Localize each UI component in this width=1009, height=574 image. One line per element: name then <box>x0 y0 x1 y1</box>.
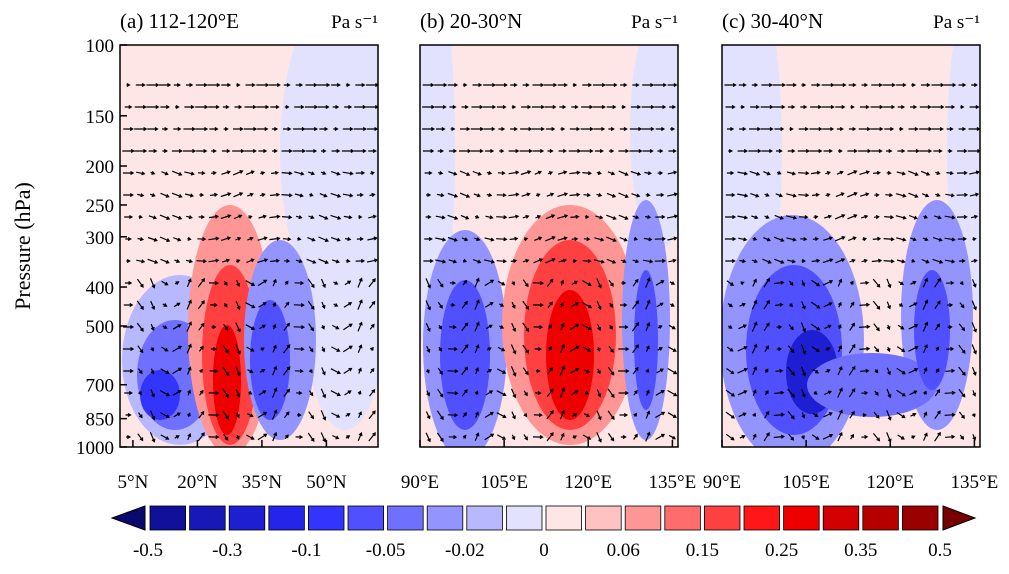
colorbar-box <box>387 505 424 531</box>
y-tick-label: 850 <box>86 410 115 431</box>
colorbar-box <box>822 505 860 531</box>
contour-blob <box>546 290 594 420</box>
x-tick-label: 20°N <box>177 472 218 493</box>
panel-frame <box>721 44 981 448</box>
y-axis-label: Pressure (hPa) <box>10 182 35 310</box>
colorbar-box <box>624 505 662 531</box>
x-tick-label: 105°E <box>480 472 528 493</box>
colorbar-box <box>783 505 820 531</box>
colorbar-box <box>149 505 186 531</box>
colorbar-box <box>545 505 582 531</box>
panel-title: (a) 112-120°E <box>120 9 239 33</box>
y-tick-label: 200 <box>86 157 115 178</box>
x-tick-label: 50°N <box>306 472 347 493</box>
contour-blob <box>140 370 180 420</box>
y-tick-label: 700 <box>86 376 115 397</box>
units-label: Pa s⁻¹ <box>331 12 378 33</box>
y-tick-label: 150 <box>86 107 115 128</box>
colorbar-box <box>466 505 503 531</box>
panel-frame <box>119 44 379 448</box>
x-tick-label: 90°E <box>401 472 439 493</box>
contour-blob <box>630 45 678 250</box>
contour-blob <box>305 210 378 430</box>
x-tick-label: 135°E <box>649 472 697 493</box>
contour-blob <box>213 325 241 435</box>
panel <box>120 45 378 447</box>
wind-vectors <box>122 82 378 443</box>
x-tick-label: 90°E <box>703 472 741 493</box>
colorbar-box <box>902 505 939 531</box>
y-tick-label: 300 <box>86 228 115 249</box>
colorbar-arrow <box>942 505 977 531</box>
colorbar-box <box>347 505 384 531</box>
contour-blob <box>634 270 658 410</box>
colorbar-box <box>307 505 345 531</box>
panel-title: (b) 20-30°N <box>420 9 522 33</box>
contour-blob <box>914 270 950 390</box>
colorbar-label: -0.3 <box>212 540 242 561</box>
panel-title: (c) 30-40°N <box>722 9 823 33</box>
colorbar-label: 0.5 <box>928 540 952 561</box>
contour-blob <box>250 300 290 420</box>
colorbar-label: 0.06 <box>607 540 640 561</box>
colorbar-arrow <box>110 505 146 531</box>
units-label: Pa s⁻¹ <box>631 12 678 33</box>
x-tick-label: 35°N <box>242 472 283 493</box>
panel-frame <box>419 44 679 448</box>
y-tick-label: 500 <box>86 317 115 338</box>
colorbar-label: -0.1 <box>291 540 321 561</box>
colorbar-box <box>704 505 741 531</box>
panel <box>420 45 678 447</box>
colorbar-box <box>862 505 899 531</box>
colorbar-label: 0.15 <box>686 540 719 561</box>
y-tick-label: 1000 <box>76 438 114 459</box>
wind-vectors <box>422 82 678 443</box>
colorbar-label: -0.05 <box>366 540 406 561</box>
colorbar-label: 0 <box>539 540 549 561</box>
colorbar-box <box>228 505 266 531</box>
x-tick-label: 120°E <box>564 472 612 493</box>
y-tick-label: 400 <box>86 278 115 299</box>
colorbar-label: -0.02 <box>445 540 485 561</box>
x-tick-label: 105°E <box>782 472 830 493</box>
x-tick-label: 135°E <box>951 472 999 493</box>
colorbar-box <box>664 505 701 531</box>
colorbar-box <box>268 505 305 531</box>
colorbar-box <box>426 505 464 531</box>
x-tick-label: 120°E <box>866 472 914 493</box>
colorbar-label: 0.25 <box>765 540 798 561</box>
y-tick-label: 100 <box>86 36 115 57</box>
colorbar-label: -0.5 <box>133 540 163 561</box>
x-tick-label: 5°N <box>117 472 148 493</box>
colorbar-box <box>743 505 780 531</box>
wind-vectors <box>724 82 980 443</box>
colorbar-box <box>585 505 622 531</box>
colorbar-box <box>189 505 226 531</box>
colorbar-box <box>505 505 543 531</box>
units-label: Pa s⁻¹ <box>933 12 980 33</box>
colorbar-label: 0.35 <box>844 540 877 561</box>
y-tick-label: 250 <box>86 196 115 217</box>
panel <box>722 45 980 447</box>
